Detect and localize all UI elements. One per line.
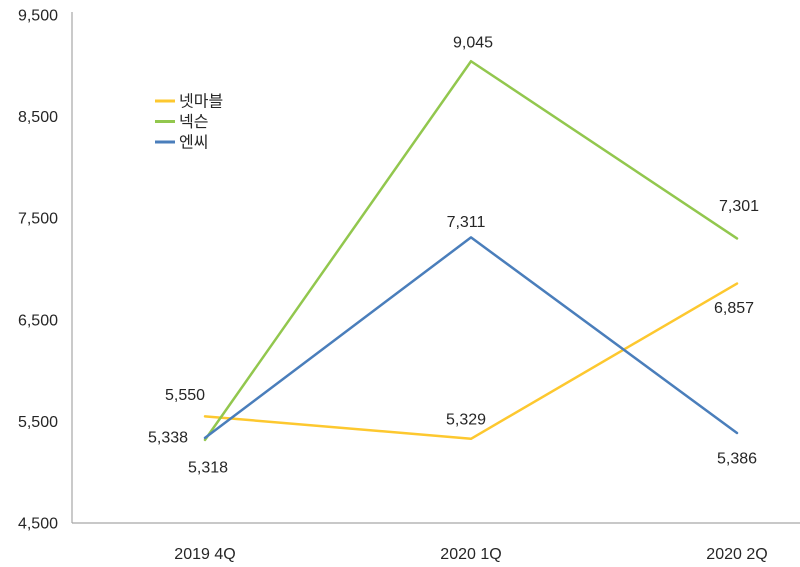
- y-axis-tick-label: 9,500: [18, 8, 58, 25]
- data-label: 9,045: [453, 35, 493, 52]
- series-line-3: [203, 236, 739, 440]
- data-label: 5,386: [717, 450, 757, 467]
- y-axis-tick-label: 8,500: [18, 109, 58, 126]
- y-axis-tick-label: 7,500: [18, 211, 58, 228]
- data-label: 7,311: [447, 214, 486, 231]
- x-axis-category-label: 2020 2Q: [706, 546, 767, 563]
- series-line-1: [203, 282, 739, 441]
- series-line-2: [203, 59, 739, 442]
- legend-label: 엔씨: [179, 134, 208, 152]
- x-axis-category-label: 2020 1Q: [440, 546, 501, 563]
- data-label: 5,550: [165, 387, 205, 404]
- data-label: 6,857: [714, 300, 754, 317]
- y-axis-tick-label: 4,500: [18, 516, 58, 533]
- data-label: 7,301: [719, 198, 759, 215]
- y-axis-tick-label: 6,500: [18, 312, 58, 329]
- y-axis-tick-label: 5,500: [18, 414, 58, 431]
- data-label: 5,329: [446, 411, 486, 428]
- data-label: 5,318: [188, 459, 228, 476]
- data-label: 5,338: [148, 429, 188, 446]
- x-axis-category-label: 2019 4Q: [174, 546, 235, 563]
- legend-label: 넥슨: [179, 113, 208, 131]
- legend-label: 넷마블: [179, 93, 223, 111]
